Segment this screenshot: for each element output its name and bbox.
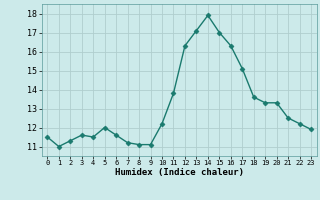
X-axis label: Humidex (Indice chaleur): Humidex (Indice chaleur)	[115, 168, 244, 177]
